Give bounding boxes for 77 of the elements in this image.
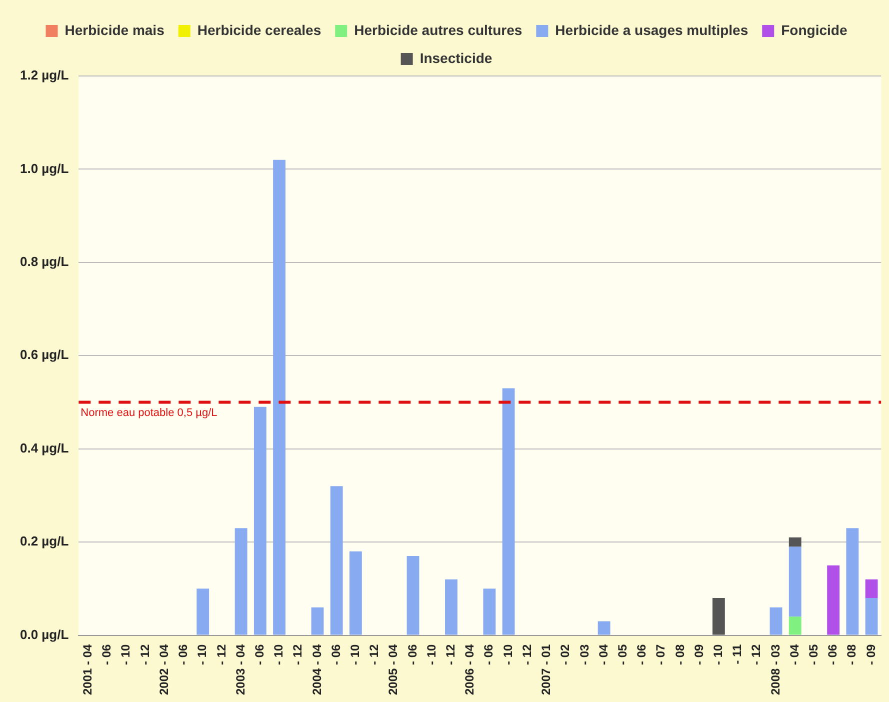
x-tick-label: - 06	[328, 644, 343, 665]
x-tick-label: - 06	[634, 644, 649, 665]
y-tick-label: 1.2 µg/L	[20, 68, 69, 83]
x-tick-label: - 10	[424, 644, 438, 665]
bar	[483, 588, 496, 635]
x-tick-label: - 08	[844, 644, 859, 665]
x-tick-label: - 10	[118, 644, 133, 665]
bar	[827, 565, 840, 635]
x-tick-label: 2001 - 04	[80, 644, 95, 696]
legend-label: Insecticide	[420, 50, 492, 66]
x-tick-label: - 02	[558, 644, 572, 665]
x-tick-label: - 12	[520, 644, 534, 665]
bar	[445, 579, 458, 635]
x-tick-label: - 07	[654, 644, 668, 665]
x-tick-label: 2005 - 04	[386, 644, 400, 696]
x-tick-label: - 10	[348, 644, 362, 665]
y-tick-label: 0.2 µg/L	[20, 534, 69, 549]
bar	[788, 616, 802, 635]
x-tick-label: - 03	[577, 644, 592, 665]
x-tick-label: - 06	[100, 644, 114, 665]
x-tick-label: - 12	[290, 644, 305, 665]
x-tick-label: - 12	[367, 644, 382, 665]
x-tick-label: - 10	[272, 644, 286, 665]
bar	[865, 598, 878, 635]
bar	[273, 160, 286, 635]
bar	[196, 588, 210, 635]
bar	[788, 546, 802, 617]
y-tick-label: 1.0 µg/L	[20, 160, 69, 176]
bar	[330, 486, 343, 635]
legend-label: Fongicide	[781, 22, 848, 38]
x-tick-label: - 12	[214, 644, 228, 665]
x-tick-label: 2004 - 04	[310, 644, 324, 696]
legend-label: Herbicide a usages multiples	[555, 22, 748, 38]
y-tick-label: 0.0 µg/L	[20, 626, 69, 642]
bar	[311, 607, 324, 635]
x-tick-label: - 10	[500, 644, 515, 665]
bar	[234, 528, 248, 635]
x-tick-label: - 06	[826, 644, 840, 665]
bar	[712, 598, 725, 635]
bar	[254, 406, 266, 635]
x-tick-label: - 12	[749, 644, 764, 665]
x-tick-label: - 06	[176, 644, 190, 665]
y-tick-label: 0.6 µg/L	[20, 347, 69, 362]
x-tick-label: 2008 - 03	[768, 644, 782, 696]
bar	[349, 551, 362, 635]
x-tick-label: - 04	[596, 644, 610, 665]
x-tick-label: - 12	[444, 644, 458, 665]
bar	[788, 537, 802, 547]
bar	[865, 579, 878, 598]
x-tick-label: - 10	[195, 644, 210, 665]
x-tick-label: - 10	[711, 644, 725, 665]
bar	[598, 621, 610, 635]
x-tick-label: - 05	[615, 644, 630, 665]
y-tick-label: 0.8 µg/L	[20, 254, 69, 270]
x-tick-label: - 06	[252, 644, 266, 665]
x-tick-label: - 09	[864, 644, 878, 665]
bar	[770, 607, 782, 635]
y-tick-label: 0.4 µg/L	[20, 440, 69, 456]
x-tick-label: - 09	[692, 644, 706, 665]
x-tick-label: 2006 - 04	[462, 644, 477, 696]
bar	[502, 388, 515, 635]
x-tick-label: - 06	[482, 644, 496, 665]
x-tick-label: - 12	[138, 644, 152, 665]
x-tick-label: - 05	[806, 644, 821, 665]
x-tick-label: - 04	[787, 644, 802, 665]
x-tick-label: 2002 - 04	[156, 644, 171, 696]
x-tick-label: 2007 - 01	[539, 644, 554, 696]
bar	[846, 528, 859, 635]
x-tick-label: - 06	[405, 644, 420, 665]
ref-line-label: Norme eau potable 0,5 µg/L	[80, 406, 218, 419]
x-tick-label: - 11	[730, 644, 744, 664]
legend-label: Herbicide autres cultures	[354, 22, 522, 38]
x-tick-label: 2003 - 04	[233, 644, 248, 696]
bar	[406, 556, 420, 635]
x-tick-label: - 08	[672, 644, 687, 665]
legend-label: Herbicide cereales	[197, 22, 322, 38]
legend-label: Herbicide mais	[64, 22, 165, 38]
